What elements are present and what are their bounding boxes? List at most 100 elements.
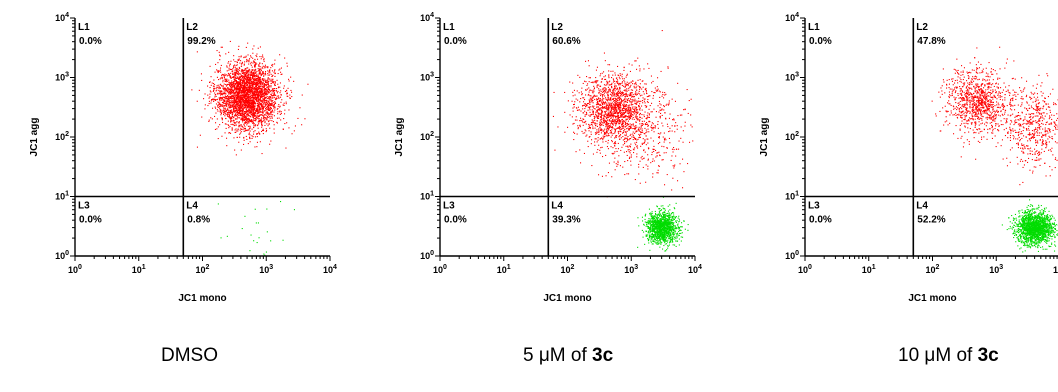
event-dot	[293, 80, 295, 82]
event-dot	[612, 74, 614, 76]
event-dot	[607, 91, 609, 93]
event-dot	[259, 68, 261, 70]
event-dot	[238, 124, 240, 126]
event-dot	[684, 125, 686, 127]
event-dot	[253, 82, 255, 84]
event-dot	[599, 138, 601, 140]
event-dot	[261, 125, 263, 127]
event-dot	[236, 72, 238, 74]
event-dot	[272, 88, 274, 90]
event-dot	[613, 104, 615, 106]
event-dot	[256, 111, 258, 113]
event-dot	[254, 66, 256, 68]
event-dot	[675, 155, 677, 157]
event-dot	[244, 102, 246, 104]
event-dot	[234, 87, 236, 89]
event-dot	[223, 105, 225, 107]
event-dot	[237, 106, 239, 108]
event-dot	[252, 74, 254, 76]
event-dot	[602, 87, 604, 89]
event-dot	[614, 85, 616, 87]
event-dot	[245, 93, 247, 95]
event-dot	[267, 91, 269, 93]
event-dot	[251, 80, 253, 82]
event-dot	[573, 122, 575, 124]
event-dot	[628, 115, 630, 117]
event-dot	[234, 71, 236, 73]
event-dot	[248, 60, 250, 62]
event-dot	[258, 64, 260, 66]
event-dot	[226, 98, 228, 100]
event-dot	[237, 122, 239, 124]
event-dot	[251, 110, 253, 112]
event-dot	[273, 71, 275, 73]
event-dot	[283, 85, 285, 87]
event-dot	[221, 104, 223, 106]
event-dot	[602, 130, 604, 132]
event-dot	[629, 115, 631, 117]
event-dot	[594, 116, 596, 118]
event-dot	[237, 109, 239, 111]
event-dot	[609, 80, 611, 82]
event-dot	[248, 82, 250, 84]
event-dot	[238, 88, 240, 90]
event-dot	[216, 99, 218, 101]
event-dot	[252, 112, 254, 114]
event-dot	[613, 115, 615, 117]
event-dot	[594, 119, 596, 121]
event-dot	[625, 100, 627, 102]
event-dot	[218, 88, 220, 90]
event-dot	[243, 124, 245, 126]
event-dot	[631, 64, 633, 66]
event-dot	[611, 82, 613, 84]
event-dot	[657, 172, 659, 174]
event-dot	[634, 137, 636, 139]
event-dot	[233, 107, 235, 109]
event-dot	[619, 88, 621, 90]
event-dot	[639, 68, 641, 70]
event-dot	[607, 94, 609, 96]
event-dot	[253, 123, 255, 125]
event-dot	[221, 73, 223, 75]
event-dot	[605, 124, 607, 126]
event-dot	[585, 130, 587, 132]
event-dot	[614, 80, 616, 82]
event-dot	[624, 101, 626, 103]
event-dot	[608, 135, 610, 137]
event-dot	[572, 95, 574, 97]
event-dot	[264, 98, 266, 100]
event-dot	[641, 120, 643, 122]
event-dot	[286, 90, 288, 92]
event-dot	[270, 86, 272, 88]
event-dot	[603, 84, 605, 86]
event-dot	[605, 98, 607, 100]
event-dot	[258, 76, 260, 78]
tick-label: 103	[259, 264, 273, 275]
event-dot	[255, 72, 257, 74]
event-dot	[235, 82, 237, 84]
event-dot	[588, 130, 590, 132]
event-dot	[598, 109, 600, 111]
event-dot	[622, 112, 624, 114]
event-dot	[236, 136, 238, 138]
event-dot	[224, 93, 226, 95]
event-dot	[219, 100, 221, 102]
event-dot	[647, 112, 649, 114]
event-dot	[593, 108, 595, 110]
event-dot	[217, 203, 219, 205]
event-dot	[248, 75, 250, 77]
event-dot	[259, 94, 261, 96]
event-dot	[606, 107, 608, 109]
event-dot	[237, 112, 239, 114]
event-dot	[221, 118, 223, 120]
event-dot	[224, 115, 226, 117]
event-dot	[263, 115, 265, 117]
event-dot	[273, 94, 275, 96]
event-dot	[645, 164, 647, 166]
event-dot	[613, 109, 615, 111]
event-dot	[256, 79, 258, 81]
event-dot	[271, 80, 273, 82]
event-dot	[613, 108, 615, 110]
event-dot	[240, 79, 242, 81]
event-dot	[612, 105, 614, 107]
